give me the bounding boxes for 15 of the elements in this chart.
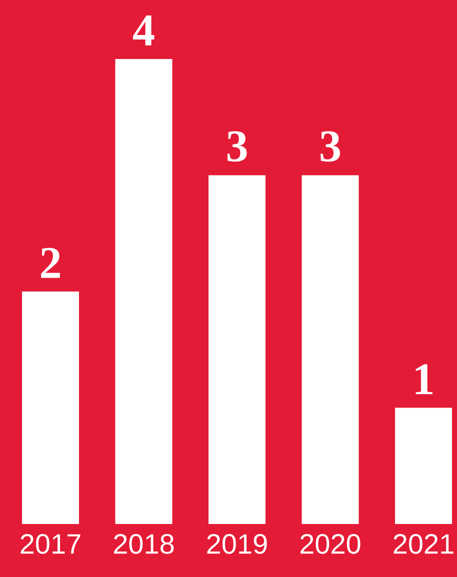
x-tick-label: 2017 bbox=[20, 534, 80, 554]
bar bbox=[395, 408, 452, 524]
bar bbox=[208, 175, 266, 524]
bar bbox=[302, 175, 359, 524]
bar bbox=[115, 58, 172, 524]
data-label: 3 bbox=[227, 131, 247, 162]
x-tick-label: 2020 bbox=[300, 534, 360, 554]
x-tick-label: 2019 bbox=[207, 534, 267, 554]
data-label: 1 bbox=[416, 364, 432, 394]
bar bbox=[22, 291, 80, 524]
data-label: 4 bbox=[133, 16, 154, 46]
data-label: 2 bbox=[41, 248, 60, 278]
x-tick-label: 2021 bbox=[394, 534, 454, 554]
x-tick-label: 2018 bbox=[114, 534, 174, 554]
data-label: 3 bbox=[320, 131, 340, 162]
